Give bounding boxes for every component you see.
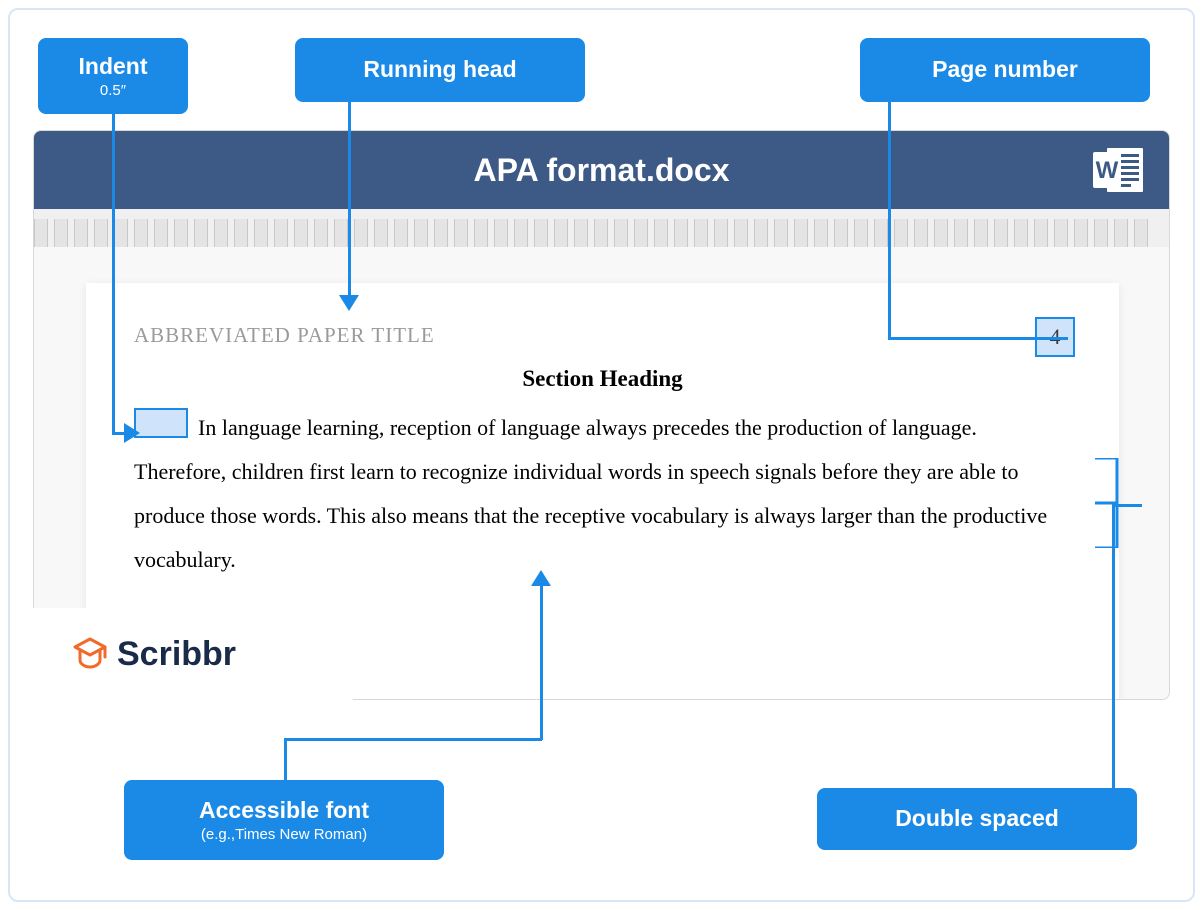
arrow-running-head-v bbox=[348, 102, 351, 297]
window-titlebar: APA format.docx W bbox=[34, 131, 1169, 209]
callout-indent-sub: 0.5″ bbox=[100, 82, 126, 99]
scribbr-brand-text: Scribbr bbox=[117, 635, 236, 674]
arrow-font-h bbox=[284, 738, 542, 741]
callout-indent: Indent 0.5″ bbox=[38, 38, 188, 114]
running-head-text: ABBREVIATED PAPER TITLE bbox=[134, 323, 1071, 348]
callout-font-label: Accessible font bbox=[199, 797, 369, 825]
double-space-bracket bbox=[1093, 458, 1121, 548]
arrow-font-v1 bbox=[284, 738, 287, 782]
arrow-spacing-v bbox=[1112, 504, 1115, 790]
scribbr-logo-corner: Scribbr bbox=[33, 608, 353, 700]
ruler bbox=[34, 209, 1169, 247]
arrow-page-number-v bbox=[888, 102, 891, 339]
callout-indent-label: Indent bbox=[79, 53, 148, 81]
arrow-page-number-h bbox=[888, 337, 1068, 340]
callout-double-spaced: Double spaced bbox=[817, 788, 1137, 850]
section-heading: Section Heading bbox=[134, 366, 1071, 392]
indent-highlight bbox=[134, 408, 188, 438]
window-title: APA format.docx bbox=[473, 152, 729, 189]
callout-page-number: Page number bbox=[860, 38, 1150, 102]
word-icon: W bbox=[1093, 146, 1145, 194]
callout-running-head: Running head bbox=[295, 38, 585, 102]
callout-font-sub: (e.g.,Times New Roman) bbox=[201, 826, 367, 843]
document-body: In language learning, reception of langu… bbox=[134, 406, 1071, 582]
arrow-font-v2 bbox=[540, 584, 543, 740]
arrow-font-head bbox=[531, 570, 551, 586]
arrow-spacing-h bbox=[1112, 504, 1142, 507]
arrow-indent-v bbox=[112, 114, 115, 434]
callout-page-number-label: Page number bbox=[932, 56, 1078, 84]
callout-double-spaced-label: Double spaced bbox=[895, 805, 1059, 833]
svg-text:W: W bbox=[1096, 157, 1119, 184]
body-paragraph: In language learning, reception of langu… bbox=[134, 415, 1047, 572]
callout-running-head-label: Running head bbox=[363, 56, 516, 84]
arrow-indent-head bbox=[124, 423, 140, 443]
scribbr-cap-icon bbox=[71, 635, 109, 673]
callout-accessible-font: Accessible font (e.g.,Times New Roman) bbox=[124, 780, 444, 860]
arrow-running-head-head bbox=[339, 295, 359, 311]
